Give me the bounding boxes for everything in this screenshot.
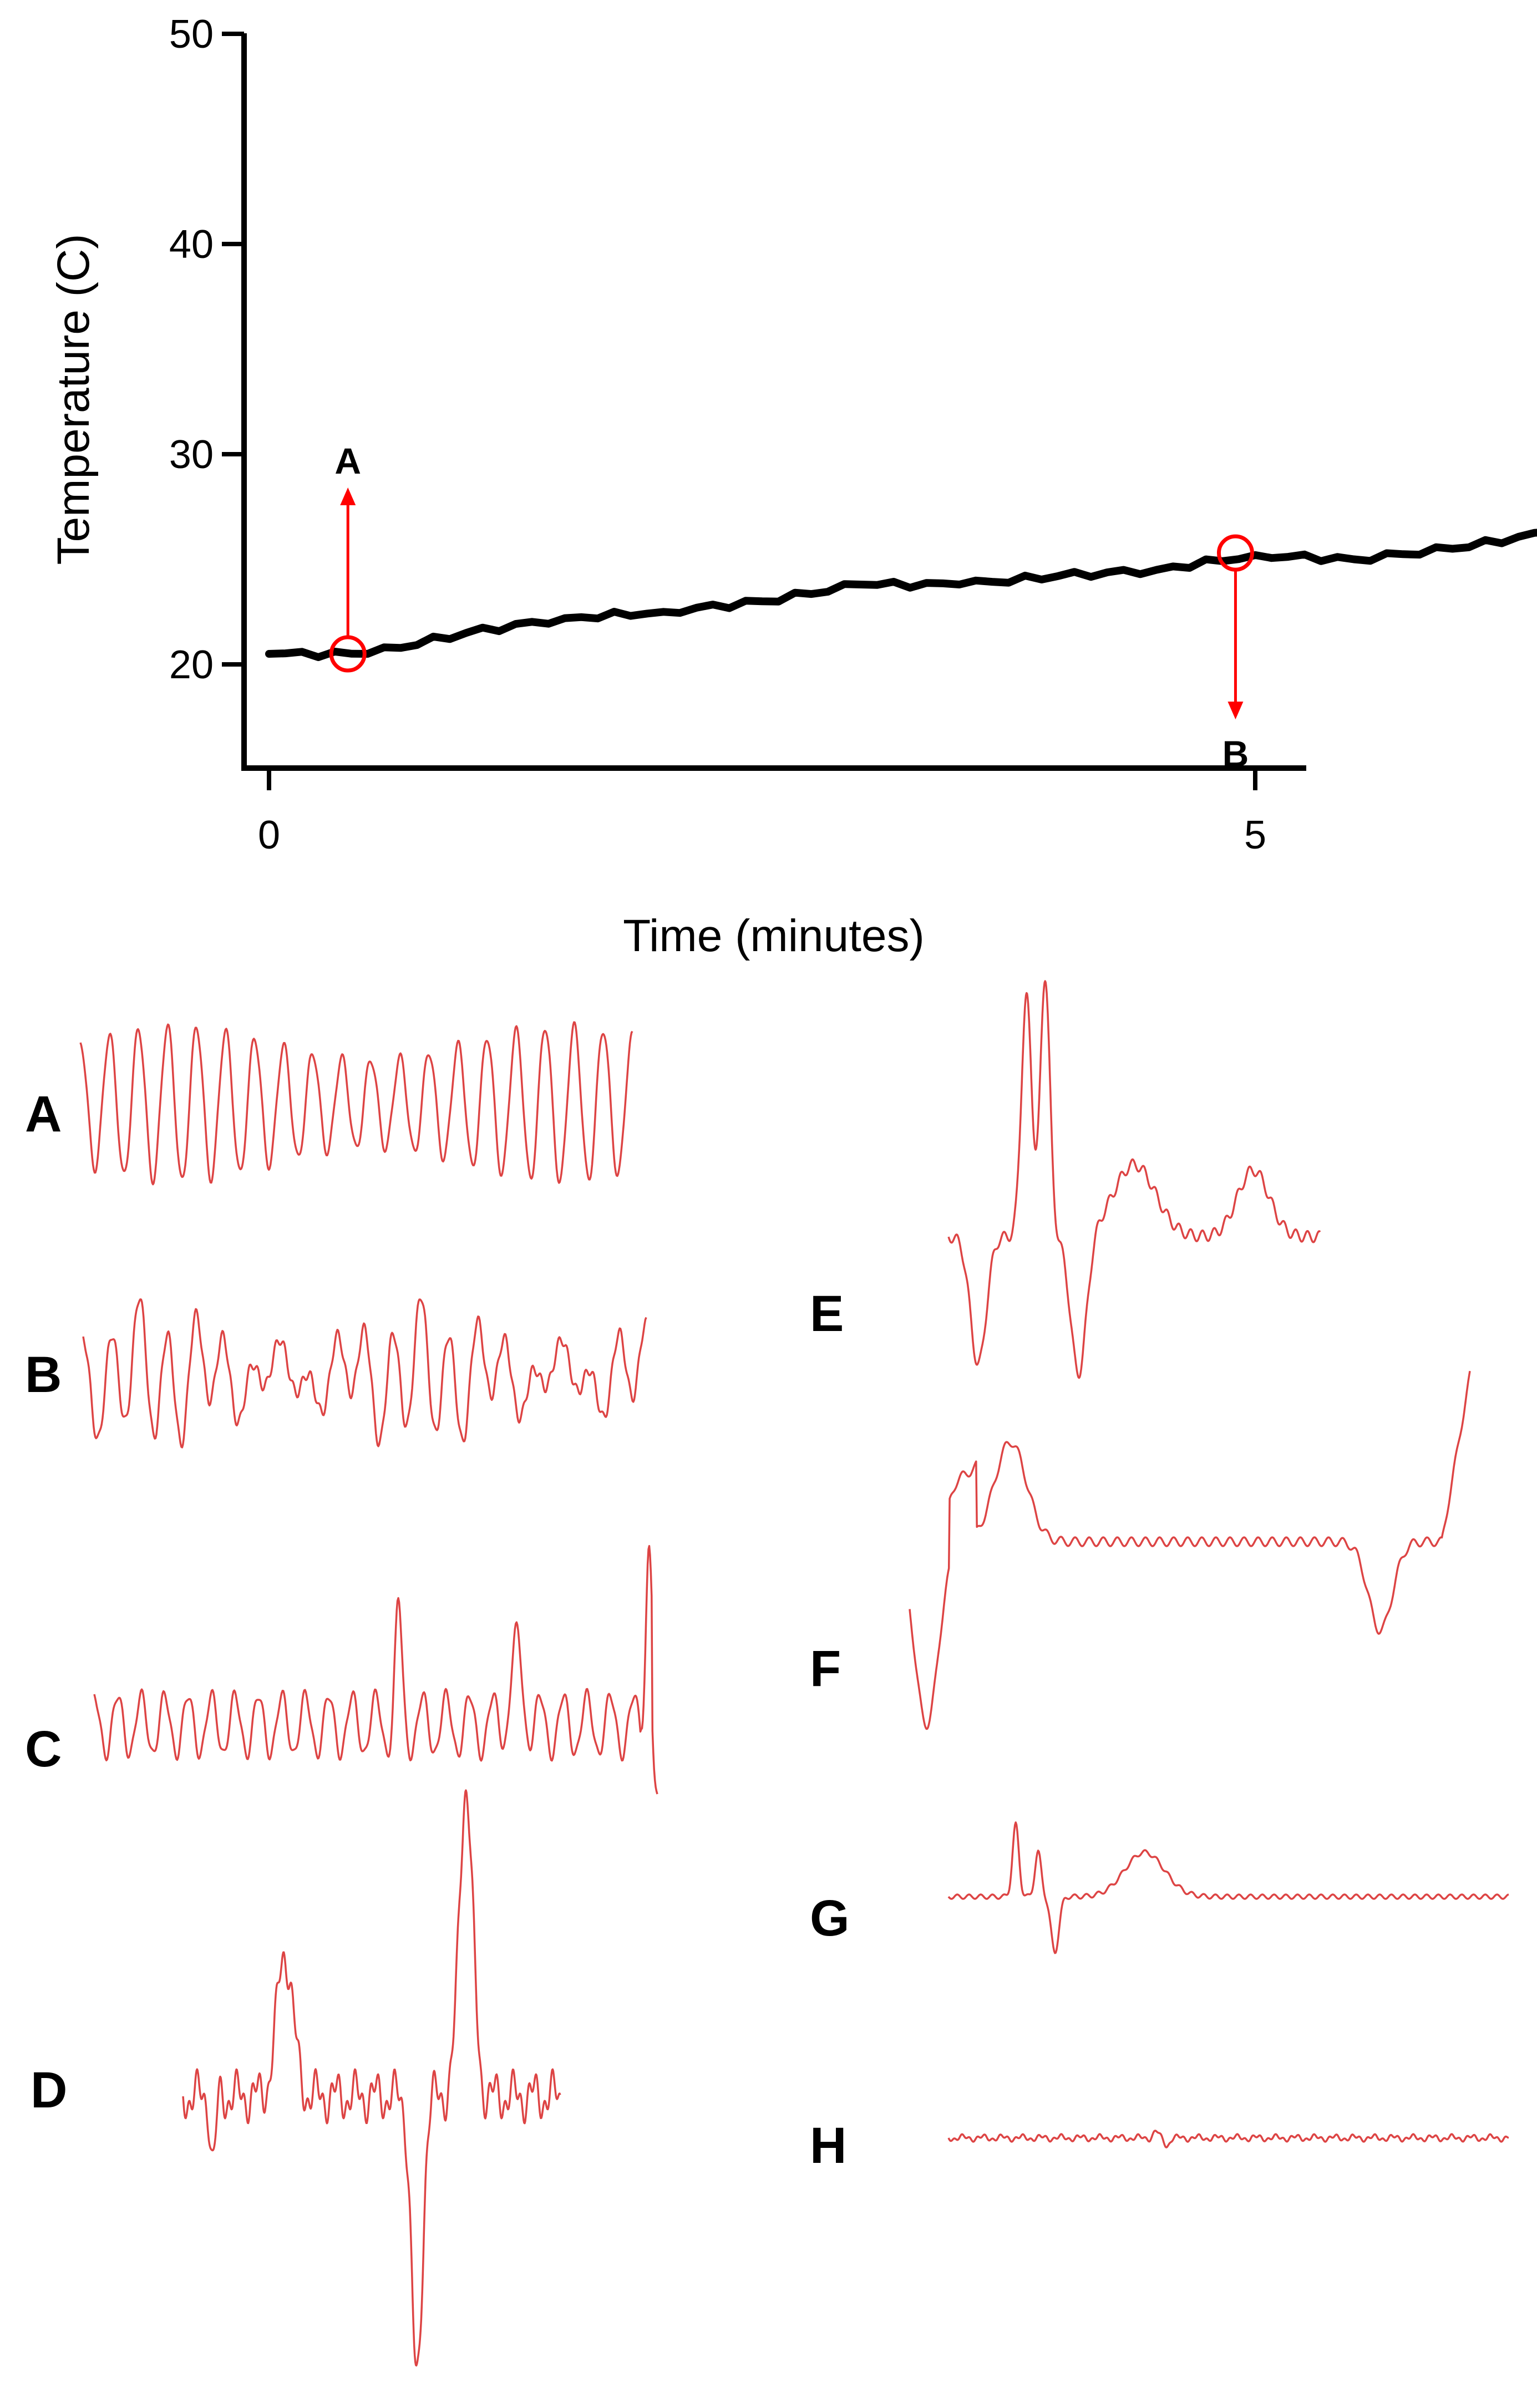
trace-panel-d: D	[31, 1789, 561, 2367]
marker-arrowhead-a	[340, 487, 356, 506]
marker-label-b: B	[1223, 733, 1249, 774]
y-axis-label: Temperature (C)	[48, 234, 99, 565]
trace-panel-a: A	[25, 1021, 633, 1186]
trace-waveform-c	[93, 1545, 658, 1795]
trace-waveform-g	[947, 1821, 1509, 1954]
trace-label-a: A	[25, 1086, 62, 1142]
trace-panel-e: E	[810, 980, 1321, 1379]
trace-panel-b: B	[25, 1298, 647, 1449]
trace-panels: A B C D E F G H	[25, 980, 1509, 2367]
trace-label-f: F	[810, 1640, 841, 1697]
y-tick-label: 30	[169, 433, 214, 477]
x-axis-ticks: 0510152025	[258, 768, 1266, 857]
trace-label-e: E	[810, 1286, 844, 1342]
trace-label-d: D	[31, 2062, 67, 2119]
trace-label-b: B	[25, 1347, 62, 1403]
trace-waveform-f	[909, 1370, 1471, 1730]
trace-panel-c: C	[25, 1545, 658, 1795]
x-tick-label: 5	[1244, 813, 1266, 857]
trace-panel-f: F	[810, 1370, 1471, 1730]
temperature-series-line	[265, 529, 1537, 661]
y-tick-label: 50	[169, 12, 214, 57]
trace-waveform-b	[82, 1298, 647, 1449]
trace-waveform-d	[182, 1789, 561, 2367]
marker-arrowhead-b	[1227, 702, 1244, 720]
y-tick-label: 40	[169, 222, 214, 267]
trace-label-h: H	[810, 2117, 846, 2174]
x-tick-label: 0	[258, 813, 280, 857]
trace-waveform-h	[947, 2130, 1509, 2148]
trace-waveform-e	[947, 980, 1321, 1379]
marker-circle-a	[329, 635, 367, 673]
marker-label-a: A	[334, 440, 361, 481]
y-axis-ticks: 20 30 40 50	[169, 12, 244, 687]
trace-panel-h: H	[810, 2117, 1509, 2174]
trace-waveform-a	[79, 1021, 633, 1186]
trace-label-c: C	[25, 1721, 62, 1777]
trace-label-g: G	[810, 1890, 850, 1947]
marker-circle-b	[1216, 534, 1254, 572]
trace-panel-g: G	[810, 1821, 1509, 1954]
x-axis-label: Time (minutes)	[623, 911, 925, 961]
y-tick-label: 20	[169, 643, 214, 687]
